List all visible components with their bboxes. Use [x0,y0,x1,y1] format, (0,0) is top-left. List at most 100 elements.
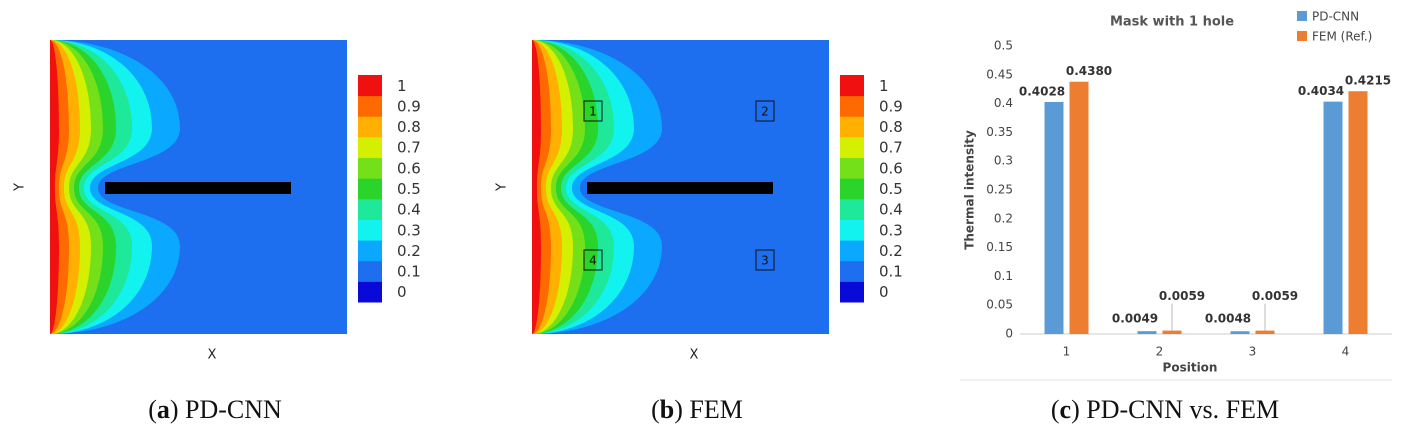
hole [105,182,291,194]
probe-box [583,249,603,271]
colorbar-tick-label: 0.7 [397,139,421,157]
caption-part: ( [651,395,660,424]
colorbar-tick-label: 0.5 [879,180,903,198]
colorbar-tick-label: 0.1 [879,263,903,281]
y-tick-label: 0.35 [986,125,1013,139]
legend-swatch [1297,31,1307,41]
contour-band [532,40,541,334]
colorbar-tick-label: 0.8 [879,118,903,136]
colorbar-tick-label: 0.3 [879,221,903,239]
value-label: 0.0049 [1112,312,1158,326]
bar [1323,101,1343,334]
legend-label: PD-CNN [1312,10,1359,24]
colorbar-segment [358,281,382,303]
bar [1255,330,1275,334]
caption-part: b [660,395,674,424]
probe-label: 2 [761,105,769,119]
y-tick-label: 0.15 [986,240,1013,254]
value-label: 0.4380 [1066,64,1112,78]
probe-label: 3 [761,254,769,268]
caption-part: ( [1051,395,1060,424]
colorbar-segment [358,136,382,159]
value-label: 0.4028 [1019,84,1065,98]
y-tick-label: 0.1 [994,269,1013,283]
colorbar-segment [358,260,382,282]
colorbar-segment [358,157,382,179]
colorbar-tick-label: 0.4 [879,201,903,219]
value-label: 0.4215 [1345,74,1391,88]
y-tick-label: 0 [1005,327,1013,341]
value-label: 0.4034 [1298,84,1344,98]
bar [1348,91,1368,334]
colorbar-segment [840,157,864,179]
probe-label: 4 [589,254,597,268]
x-tick-label: 2 [1156,345,1164,359]
bar [1162,330,1182,334]
colorbar-segment [840,136,864,159]
colorbar-segment [358,178,382,200]
y-axis-label: Y [13,183,28,192]
caption-part: ( [148,395,157,424]
probe-box [755,249,775,271]
caption: (b) FEM [651,395,743,424]
caption-part: ) FEM [674,395,743,424]
value-label: 0.0059 [1159,289,1205,303]
y-axis-label: Thermal intensity [963,130,977,250]
colorbar-segment [358,240,382,262]
probe-box [755,100,775,122]
colorbar-segment [840,260,864,282]
caption: (c) PD-CNN vs. FEM [1051,395,1279,424]
x-axis-label: X [690,348,699,363]
bar [1230,331,1250,334]
value-label: 0.0048 [1205,312,1251,326]
colorbar-segment [840,75,864,97]
colorbar-segment [358,95,382,117]
colorbar-segment [358,116,382,138]
colorbar-tick-label: 1 [879,77,889,95]
colorbar-tick-label: 1 [397,77,407,95]
hole [587,182,773,194]
caption-part: ) PD-CNN vs. FEM [1071,395,1279,424]
y-tick-label: 0.45 [986,67,1013,81]
colorbar-tick-label: 0.9 [879,97,903,115]
colorbar-segment [358,75,382,97]
x-axis-label: X [208,348,217,363]
colorbar-segment [840,95,864,117]
bar [1069,81,1089,334]
bar [1044,101,1064,334]
legend-label: FEM (Ref.) [1312,30,1372,44]
colorbar-segment [840,219,864,241]
x-tick-label: 4 [1342,345,1350,359]
colorbar-segment [840,198,864,220]
y-tick-label: 0.3 [994,154,1013,168]
colorbar-tick-label: 0.6 [397,159,421,177]
caption-part: a [157,395,170,424]
y-tick-label: 0.2 [994,211,1013,225]
y-tick-label: 0.5 [994,39,1013,53]
y-tick-label: 0.25 [986,183,1013,197]
x-axis-label: Position [1163,361,1218,375]
x-tick-label: 1 [1063,345,1071,359]
y-axis-label: Y [495,183,510,192]
colorbar-segment [358,198,382,220]
colorbar-tick-label: 0.2 [397,242,421,260]
x-tick-label: 3 [1249,345,1257,359]
y-tick-label: 0.05 [986,298,1013,312]
colorbar-tick-label: 0.7 [879,139,903,157]
colorbar-tick-label: 0.4 [397,201,421,219]
colorbar-segment [840,178,864,200]
caption-part: ) PD-CNN [170,395,282,424]
probe-box [583,100,603,122]
colorbar-tick-label: 0.5 [397,180,421,198]
y-tick-label: 0.4 [994,96,1013,110]
caption: (a) PD-CNN [148,395,282,424]
colorbar-segment [840,240,864,262]
caption-part: c [1060,395,1072,424]
chart-title: Mask with 1 hole [1110,15,1234,30]
value-label: 0.0059 [1252,289,1298,303]
colorbar-tick-label: 0.9 [397,97,421,115]
probe-label: 1 [589,105,597,119]
colorbar-tick-label: 0.6 [879,159,903,177]
colorbar-tick-label: 0 [397,283,407,301]
